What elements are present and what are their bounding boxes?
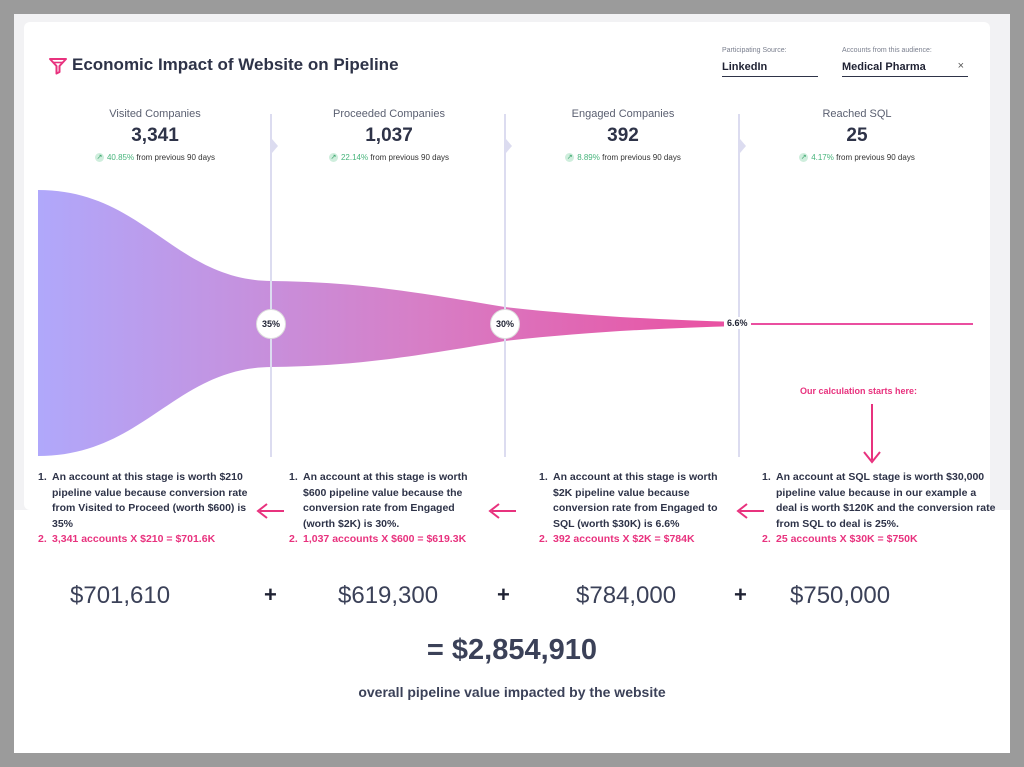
stage-change: ↗ 22.14% from previous 90 days (328, 153, 450, 163)
source-filter-value[interactable]: LinkedIn (722, 61, 818, 77)
conversion-badge: 35% (256, 309, 286, 339)
calculation-block: 1. An account at SQL stage is worth $30,0… (762, 470, 998, 548)
total-caption: overall pipeline value impacted by the w… (358, 684, 666, 700)
amount-sql: $750,000 (790, 582, 891, 609)
page-title: Economic Impact of Website on Pipeline (72, 55, 399, 74)
total-value: = $2,854,910 (426, 634, 598, 666)
stage-chevron-icon (506, 139, 512, 153)
stage-count: 1,037 (365, 125, 413, 146)
source-filter[interactable]: Participating Source: LinkedIn (722, 47, 818, 77)
audience-filter-field[interactable]: Medical Pharma × (842, 60, 968, 77)
conversion-badge: 30% (490, 309, 520, 339)
stage-visited: Visited Companies 3,341 ↗ 40.85% from pre… (38, 108, 272, 163)
trend-up-icon: ↗ (328, 153, 338, 163)
calculation-reason: 1. An account at SQL stage is worth $30,0… (762, 471, 996, 530)
trend-up-icon: ↗ (94, 153, 104, 163)
calculation-reason: 1. An account at this stage is worth $2K … (539, 471, 718, 530)
plus-sign: + (264, 582, 277, 607)
audience-filter[interactable]: Accounts from this audience: Medical Pha… (842, 47, 968, 77)
stage-name: Engaged Companies (571, 108, 675, 120)
stage-name: Visited Companies (109, 108, 201, 120)
funnel-chart (38, 114, 973, 457)
stage-name: Reached SQL (822, 108, 892, 120)
left-arrow-icon (736, 503, 764, 519)
calculation-block: 1. An account at this stage is worth $600… (289, 470, 489, 548)
calculation-result: 2. 392 accounts X $2K = $784K (539, 533, 695, 545)
stage-chevron-icon (740, 139, 746, 153)
calculation-result: 2. 25 accounts X $30K = $750K (762, 533, 918, 545)
funnel-shape (38, 190, 739, 456)
stage-change: ↗ 40.85% from previous 90 days (94, 153, 216, 163)
clear-icon[interactable]: × (957, 60, 964, 72)
amount-visited: $701,610 (70, 582, 171, 609)
stage-count: 392 (607, 125, 639, 146)
stage-change: ↗ 4.17% from previous 90 days (799, 153, 915, 163)
amount-proceeded: $619,300 (338, 582, 439, 609)
trend-up-icon: ↗ (799, 153, 809, 163)
stage-proceeded: Proceeded Companies 1,037 ↗ 22.14% from p… (272, 108, 506, 163)
calculation-reason: 1. An account at this stage is worth $210… (38, 471, 248, 530)
dashboard-card: Economic Impact of Website on Pipeline P… (24, 22, 990, 510)
audience-filter-value: Medical Pharma (842, 61, 926, 73)
calculation-block: 1. An account at this stage is worth $2K … (539, 470, 734, 548)
conversion-badge: 6.6% (724, 317, 751, 329)
funnel-logo-icon (49, 58, 67, 75)
calculation-block: 1. An account at this stage is worth $210… (38, 470, 248, 548)
calculation-result: 2. 1,037 accounts X $600 = $619.3K (289, 533, 467, 545)
calculation-callout: Our calculation starts here: (800, 386, 918, 396)
stage-sql: Reached SQL 25 ↗ 4.17% from previous 90 d… (740, 108, 974, 163)
source-filter-label: Participating Source: (722, 47, 787, 54)
plus-sign: + (734, 582, 747, 607)
trend-up-icon: ↗ (565, 153, 575, 163)
stage-change: ↗ 8.89% from previous 90 days (565, 153, 681, 163)
calculation-result: 2. 3,341 accounts X $210 = $701.6K (38, 533, 216, 545)
stage-chevron-icon (272, 139, 278, 153)
stage-count: 25 (846, 125, 868, 146)
plus-sign: + (497, 582, 510, 607)
left-arrow-icon (488, 503, 516, 519)
stage-name: Proceeded Companies (333, 108, 445, 120)
left-arrow-icon (256, 503, 284, 519)
arrows-layer (256, 404, 881, 519)
stage-count: 3,341 (131, 125, 179, 146)
stage-engaged: Engaged Companies 392 ↗ 8.89% from previo… (506, 108, 740, 163)
calculation-reason: 1. An account at this stage is worth $600… (289, 471, 468, 530)
page-frame: Economic Impact of Website on Pipeline P… (14, 14, 1010, 753)
audience-filter-label: Accounts from this audience: (842, 47, 932, 54)
amount-engaged: $784,000 (576, 582, 677, 609)
